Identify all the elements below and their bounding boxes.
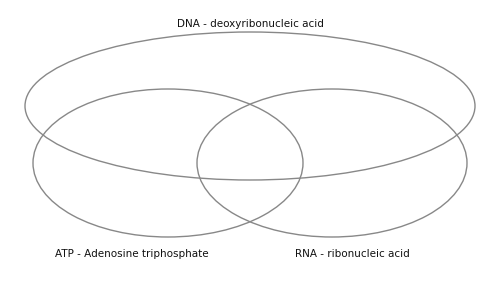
Text: ATP - Adenosine triphosphate: ATP - Adenosine triphosphate bbox=[55, 249, 208, 259]
Text: DNA - deoxyribonucleic acid: DNA - deoxyribonucleic acid bbox=[176, 19, 324, 29]
Text: RNA - ribonucleic acid: RNA - ribonucleic acid bbox=[295, 249, 410, 259]
